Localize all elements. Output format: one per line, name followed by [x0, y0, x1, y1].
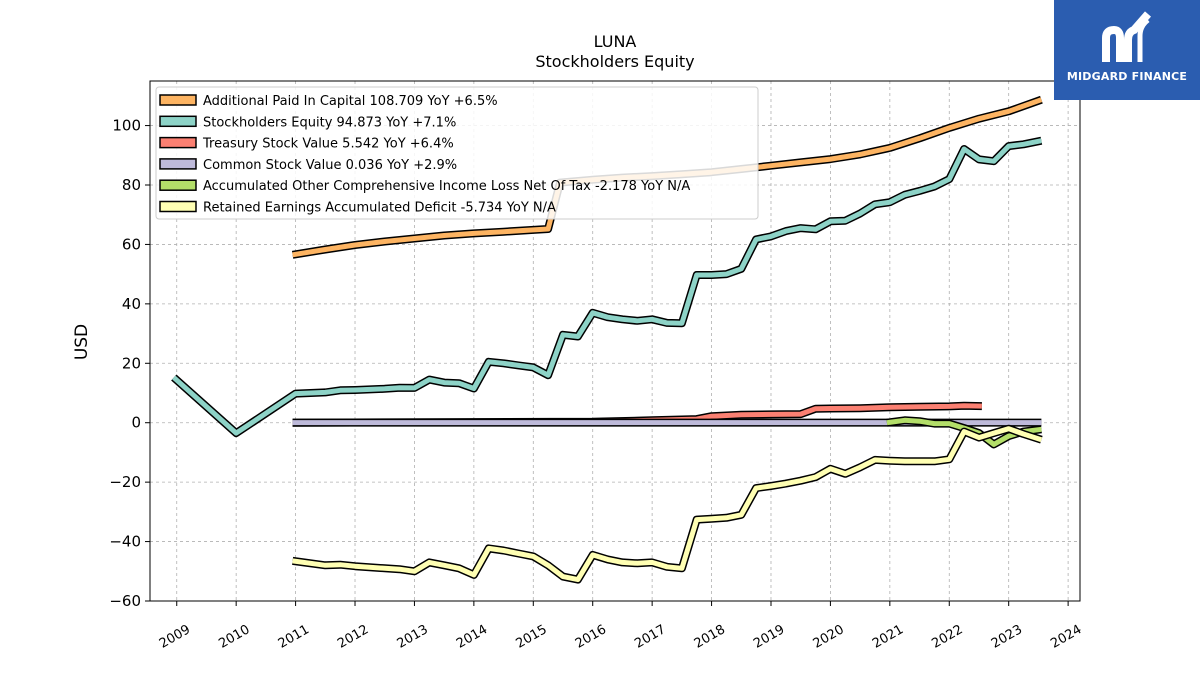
legend-entry: Treasury Stock Value 5.542 YoY +6.4%: [202, 137, 454, 152]
legend-swatch: [159, 158, 197, 170]
series-outline: [292, 424, 1043, 584]
series-lines: [171, 95, 1043, 584]
legend-swatch: [159, 115, 197, 128]
x-tick-label: 2017: [632, 622, 668, 652]
x-tick-label: 2014: [454, 622, 490, 652]
brand-logo: MIDGARD FINANCE: [1054, 0, 1200, 100]
y-tick-label: 40: [122, 295, 141, 313]
x-tick-label: 2022: [929, 622, 965, 652]
x-tick-label: 2011: [276, 622, 312, 652]
legend: Additional Paid In Capital 108.709 YoY +…: [155, 86, 759, 220]
legend-box: [155, 86, 759, 220]
brand-logo-text: MIDGARD FINANCE: [1066, 70, 1188, 83]
x-tick-label: 2009: [157, 622, 193, 652]
y-tick-label: 0: [131, 414, 141, 432]
x-tick-label: 2013: [395, 622, 431, 652]
legend-swatch: [159, 136, 197, 149]
y-tick-label: −40: [109, 533, 141, 551]
y-tick-label: 100: [112, 117, 141, 135]
series-line: [292, 426, 1043, 583]
legend-entry: Common Stock Value 0.036 YoY +2.9%: [203, 158, 457, 173]
legend-swatch: [159, 200, 197, 213]
x-tick-label: 2016: [573, 622, 609, 652]
legend-entry: Stockholders Equity 94.873 YoY +7.1%: [203, 115, 456, 130]
x-tick-label: 2020: [811, 622, 847, 652]
legend-entry: Additional Paid In Capital 108.709 YoY +…: [203, 94, 498, 109]
y-tick-label: 60: [122, 235, 141, 253]
legend-entry: Accumulated Other Comprehensive Income L…: [203, 179, 690, 194]
x-tick-label: 2024: [1048, 622, 1084, 652]
series-line: [172, 138, 1042, 436]
y-tick-label: 20: [122, 354, 141, 372]
x-tick-label: 2012: [335, 622, 371, 652]
chart-title: LUNA: [594, 32, 637, 51]
plot-frame: [149, 80, 1081, 602]
legend-swatch: [159, 94, 197, 106]
x-tick-label: 2015: [513, 622, 549, 652]
x-tick-label: 2021: [870, 622, 906, 652]
x-tick-label: 2018: [692, 622, 728, 652]
y-axis-label: USD: [72, 324, 92, 360]
chart-subtitle: Stockholders Equity: [535, 52, 694, 71]
legend-swatch: [159, 179, 197, 191]
x-tick-label: 2023: [989, 622, 1025, 652]
midgard-m-logo-icon: [1102, 11, 1152, 62]
y-tick-label: 80: [122, 176, 141, 194]
y-tick-label: −20: [109, 473, 141, 491]
x-tick-label: 2019: [751, 622, 787, 652]
legend-entry: Retained Earnings Accumulated Deficit -5…: [203, 201, 556, 216]
x-tick-label: 2010: [216, 622, 252, 652]
y-tick-label: −60: [109, 592, 141, 610]
